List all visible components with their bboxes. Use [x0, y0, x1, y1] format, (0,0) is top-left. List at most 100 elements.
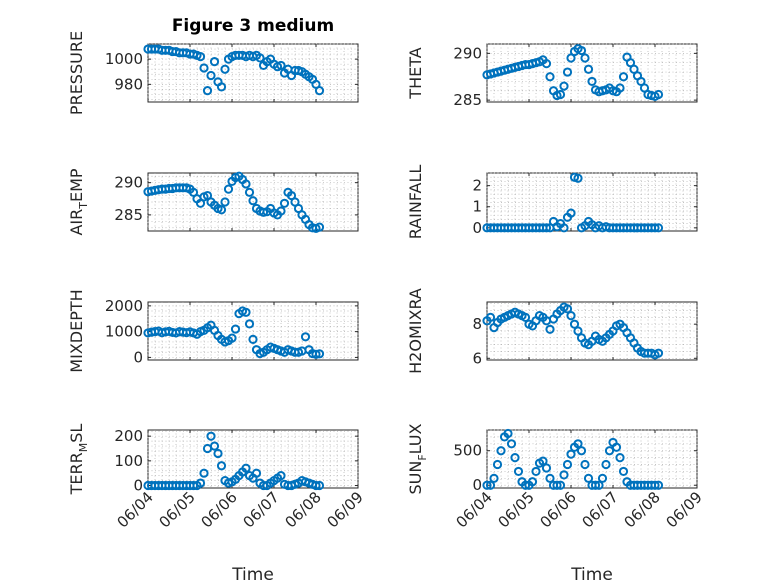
data-point	[209, 441, 220, 451]
data-point	[276, 60, 286, 71]
data-point	[223, 184, 234, 194]
data-point	[199, 468, 209, 478]
data-point	[248, 334, 258, 344]
data-point	[206, 431, 216, 441]
data-point	[489, 473, 499, 483]
x-tick-label: 06/05	[156, 488, 199, 531]
data-point	[314, 349, 325, 359]
y-tick-label: 290	[114, 174, 143, 192]
x-tick-label: 06/04	[114, 488, 157, 531]
data-point	[314, 86, 325, 96]
data-point	[241, 307, 251, 317]
data-point	[541, 463, 552, 473]
data-point	[545, 324, 555, 334]
data-point	[615, 453, 625, 463]
x-tick-label: 06/09	[663, 488, 706, 531]
data-point	[276, 471, 286, 481]
data-point	[653, 348, 664, 358]
y-axis-label: H2OMIXRA	[406, 288, 425, 374]
x-tick-label: 06/06	[198, 488, 241, 531]
y-tick-label: 200	[114, 427, 143, 445]
y-axis-label: PRESSURE	[67, 31, 86, 115]
data-point	[230, 324, 241, 334]
data-point	[244, 319, 255, 329]
data-point	[559, 223, 569, 233]
subplot-mixdepth: 0 1000 2000 MIXDEPTH	[67, 289, 359, 373]
x-axis-label: Time	[231, 565, 274, 583]
y-axis-label: SUNFLUX	[406, 423, 429, 494]
data-point	[213, 448, 223, 459]
data-point	[314, 480, 325, 491]
data-point	[248, 196, 258, 206]
data-point	[216, 205, 227, 215]
data-point	[569, 319, 580, 329]
y-tick-label: 0	[472, 476, 482, 494]
data-point	[583, 64, 594, 74]
data-point	[241, 463, 251, 473]
data-point	[580, 459, 590, 470]
y-tick-label: 8	[472, 315, 482, 333]
subplot-terr-msl: 0 100 200 TERRMSL 06/0406/0506/0606/0706/080…	[67, 424, 367, 583]
y-tick-label: 0	[133, 348, 143, 366]
data-point	[279, 198, 290, 208]
data-point	[485, 480, 496, 490]
subplot-sun-flux: 0 500 SUNFLUX 06/0406/0506/0606/0706/0806/0…	[406, 423, 706, 583]
data-point	[503, 428, 513, 439]
x-tick-label: 06/08	[282, 488, 325, 531]
data-point	[520, 312, 531, 322]
data-point	[594, 480, 604, 490]
data-point	[216, 461, 227, 471]
data-point	[653, 480, 664, 490]
subplot-theta: 285 290 THETA	[406, 43, 698, 109]
y-tick-label: 1	[472, 198, 482, 216]
data-point	[216, 82, 227, 92]
y-tick-label: 6	[472, 349, 482, 367]
data-point	[199, 63, 209, 73]
data-point	[562, 459, 573, 470]
subplot-pressure: 980 1000 PRESSURE	[67, 31, 359, 115]
x-tick-label: 06/09	[324, 488, 367, 531]
data-point	[653, 223, 664, 233]
data-point	[513, 466, 524, 477]
y-tick-label: 285	[114, 206, 143, 224]
data-point	[195, 52, 206, 62]
x-tick-label: 06/07	[579, 488, 622, 531]
y-axis-label: RAINFALL	[406, 165, 425, 240]
data-point	[573, 326, 583, 336]
data-point	[583, 473, 594, 483]
data-point	[314, 222, 325, 232]
x-tick-label: 06/07	[240, 488, 283, 531]
data-point	[615, 83, 625, 93]
data-point	[311, 480, 321, 491]
y-tick-label: 500	[453, 442, 482, 460]
y-axis-label: MIXDEPTH	[67, 289, 86, 372]
y-tick-label: 980	[114, 75, 143, 93]
data-point	[601, 459, 611, 470]
data-point	[552, 480, 562, 490]
data-point	[580, 53, 590, 63]
y-axis-label: THETA	[406, 47, 425, 99]
data-point	[597, 473, 608, 483]
data-point	[251, 468, 262, 478]
data-point	[541, 59, 552, 69]
data-point	[209, 57, 220, 67]
y-tick-label: 290	[453, 44, 482, 62]
y-axis-label: AIRTEMP	[67, 168, 90, 235]
subplot-rainfall: 0 1 2 RAINFALL	[406, 165, 698, 240]
data-point	[241, 179, 251, 189]
data-point	[195, 478, 206, 488]
data-point	[587, 76, 597, 87]
data-point	[650, 480, 660, 490]
data-point	[618, 72, 629, 82]
chart-title: Figure 3 medium	[172, 16, 334, 36]
y-tick-label: 100	[114, 452, 143, 470]
data-point	[541, 223, 552, 233]
data-point	[555, 480, 566, 490]
y-tick-label: 1000	[105, 50, 143, 68]
data-point	[566, 449, 576, 459]
data-point	[206, 70, 216, 81]
data-point	[492, 459, 503, 470]
y-tick-label: 2000	[105, 297, 143, 315]
data-point	[559, 470, 569, 480]
